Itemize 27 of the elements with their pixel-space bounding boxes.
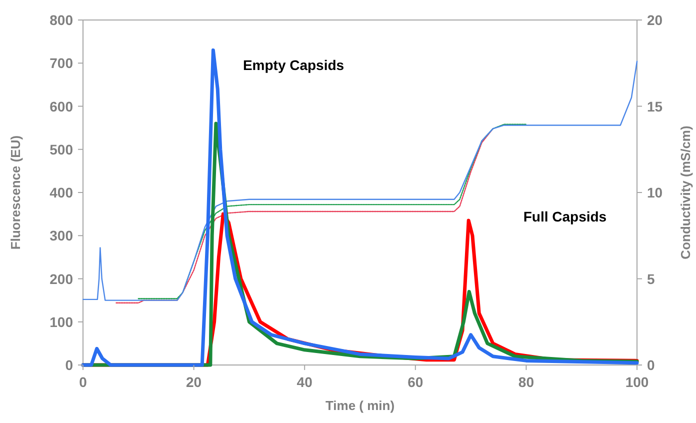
y2-tick-label: 5: [647, 270, 655, 287]
y-tick-label: 0: [65, 357, 74, 373]
x-tick-label: 60: [408, 374, 424, 390]
y2-tick-label: 20: [647, 12, 663, 28]
y-tick-label: 800: [50, 12, 74, 28]
y2-tick-label: 10: [647, 184, 663, 200]
y2-tick-label: 15: [647, 98, 663, 114]
annotation: Full Capsids: [523, 208, 607, 225]
x-tick-label: 100: [625, 374, 649, 390]
y-tick-label: 400: [50, 184, 74, 200]
x-tick-label: 40: [296, 374, 313, 390]
y-tick-label: 500: [50, 141, 74, 158]
y-axis-title: Fluorescence (EU): [8, 135, 23, 250]
y-tick-label: 200: [50, 270, 74, 287]
line-series: [82, 60, 638, 301]
y-tick-label: 300: [50, 228, 74, 244]
x-tick-label: 80: [518, 374, 534, 390]
x-axis-title: Time ( min): [325, 398, 395, 413]
y2-axis-title: Conductivity (mS/cm): [678, 126, 693, 260]
y2-tick-label: 0: [647, 357, 655, 373]
x-tick-label: 0: [79, 374, 88, 390]
line-series: [81, 48, 639, 367]
y-tick-label: 100: [50, 314, 74, 330]
y-tick-label: 700: [50, 55, 74, 72]
y-tick-label: 600: [50, 98, 74, 114]
annotation: Empty Capsids: [242, 56, 344, 73]
x-tick-label: 20: [186, 374, 202, 390]
